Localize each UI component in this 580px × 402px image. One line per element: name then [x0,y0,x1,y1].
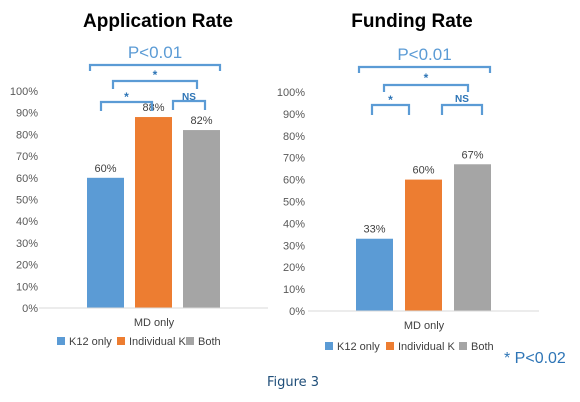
data-label: 60% [94,163,116,175]
k12-vs-individual-star: * [388,93,393,107]
category-label: MD only [134,317,175,329]
legend-swatch [325,342,333,350]
chart-funding-rate: Funding Rate 0% 10% 20% 30% 40% 50% 60% 70% 80% 90… [277,11,539,353]
y-tick-label: 90% [16,108,38,120]
k12-vs-both-bracket [382,83,470,92]
y-tick-label: 0% [22,303,38,315]
bar-both [183,130,220,308]
bar-both [454,164,491,311]
category-label: MD only [404,320,445,332]
individual-vs-both-ns: NS [455,94,469,105]
legend-label: Both [198,336,221,348]
overall-p-value: P<0.01 [397,45,451,64]
y-tick-label: 100% [10,86,38,98]
k12-vs-individual-bracket [370,103,411,115]
chart-application-rate: Application Rate 0% 10% 20% 30% 40% 50% 60% 70% 8… [10,11,268,348]
bar-individual-k [135,117,172,308]
legend-label: Individual K [398,341,456,353]
bar-k12-only [356,238,393,311]
k12-vs-individual-star: * [124,90,129,104]
y-tick-label: 80% [283,131,305,143]
data-label: 67% [461,149,483,161]
y-tick-label: 70% [283,153,305,165]
bar-k12-only [87,177,124,308]
chart-title: Application Rate [83,11,233,32]
overall-bracket [357,65,492,73]
legend-label: Both [471,341,494,353]
individual-vs-both-bracket [440,103,484,115]
y-tick-label: 60% [283,175,305,187]
data-label: 82% [190,115,212,127]
k12-vs-individual-bracket [99,100,154,111]
y-tick-label: 100% [277,87,305,99]
legend-label: K12 only [69,336,112,348]
y-tick-label: 30% [283,240,305,252]
overall-bracket [88,63,222,71]
y-tick-label: 40% [16,216,38,228]
k12-vs-both-star: * [153,68,158,82]
bar-individual-k [405,179,442,311]
overall-p-value: P<0.01 [128,43,182,62]
y-tick-label: 10% [283,284,305,296]
y-tick-label: 50% [283,197,305,209]
y-tick-label: 40% [283,218,305,230]
legend-swatch [386,342,394,350]
legend-label: Individual K [129,336,187,348]
legend-swatch [117,337,125,345]
y-tick-label: 30% [16,238,38,250]
figure-caption: Figure 3 [267,375,319,390]
legend-swatch [459,342,467,350]
data-label: 88% [142,102,164,114]
k12-vs-both-bracket [111,79,199,89]
legend-label: K12 only [337,341,380,353]
y-tick-label: 50% [16,195,38,207]
y-tick-label: 0% [289,306,305,318]
y-tick-label: 10% [16,281,38,293]
individual-vs-both-bracket [171,99,207,110]
significance-footnote: * P<0.02 [504,350,566,367]
data-label: 60% [412,165,434,177]
chart-title: Funding Rate [351,11,472,32]
data-label: 33% [363,224,385,236]
y-tick-label: 90% [283,109,305,121]
k12-vs-both-star: * [424,71,429,85]
y-tick-label: 70% [16,151,38,163]
y-tick-label: 20% [16,260,38,272]
legend-swatch [57,337,65,345]
individual-vs-both-ns: NS [182,92,196,103]
y-tick-label: 20% [283,262,305,274]
legend-swatch [186,337,194,345]
y-tick-label: 60% [16,173,38,185]
y-tick-label: 80% [16,129,38,141]
